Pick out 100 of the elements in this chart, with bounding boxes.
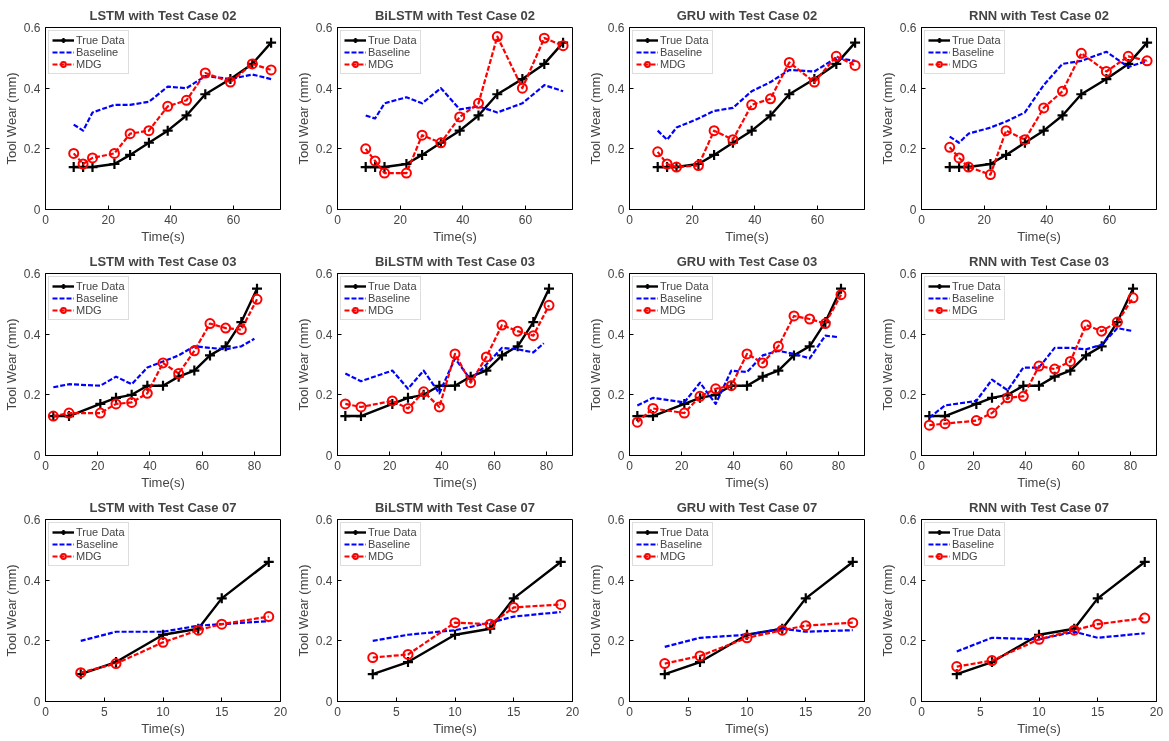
legend-label: True Data: [660, 280, 709, 292]
y-tick-label: 0.2: [315, 142, 333, 157]
legend-label: True Data: [368, 526, 417, 538]
x-tick-label: 60: [487, 458, 502, 473]
x-axis-title: Time(s): [725, 228, 769, 244]
y-tick-label: 0.4: [607, 573, 625, 588]
legend-label: True Data: [952, 34, 1001, 46]
x-axis-title: Time(s): [725, 720, 769, 736]
y-tick-label: 0.4: [315, 81, 333, 96]
legend-label: MDG: [368, 550, 394, 562]
y-tick-label: 0: [33, 203, 41, 217]
y-axis-title: Tool Wear (mm): [3, 318, 19, 411]
x-axis-title: Time(s): [1017, 228, 1061, 244]
y-axis-title: Tool Wear (mm): [295, 564, 311, 657]
x-tick-label: 20: [977, 212, 992, 227]
x-tick-label: 40: [748, 212, 762, 227]
x-axis-title: Time(s): [433, 720, 477, 736]
legend-label: True Data: [76, 526, 125, 538]
y-tick-label: 0: [325, 695, 333, 709]
x-tick-label: 40: [1040, 212, 1054, 227]
y-tick-label: 0: [617, 449, 625, 463]
y-tick-label: 0.4: [899, 327, 917, 342]
x-axis-title: Time(s): [141, 720, 185, 736]
legend-label: True Data: [952, 526, 1001, 538]
legend-label: Baseline: [660, 292, 703, 304]
x-tick-label: 15: [799, 704, 813, 719]
y-tick-label: 0.2: [607, 634, 625, 649]
y-tick-label: 0.2: [607, 388, 625, 403]
x-tick-label: 80: [247, 458, 262, 473]
chart-title: LSTM with Test Case 03: [89, 253, 237, 269]
x-tick-label: 60: [1071, 458, 1086, 473]
y-tick-label: 0.4: [315, 573, 333, 588]
y-axis-title: Tool Wear (mm): [295, 318, 311, 411]
legend-label: MDG: [660, 58, 686, 70]
y-tick-label: 0.4: [607, 327, 625, 342]
legend-label: Baseline: [76, 46, 119, 58]
y-tick-label: 0.6: [23, 21, 41, 35]
chart-title: GRU with Test Case 02: [676, 7, 818, 23]
legend-label: Baseline: [952, 292, 995, 304]
legend-label: Baseline: [76, 292, 119, 304]
legend-label: MDG: [952, 304, 978, 316]
x-tick-label: 20: [857, 704, 872, 719]
x-tick-label: 10: [448, 704, 462, 719]
y-tick-label: 0.4: [23, 81, 41, 96]
legend-label: True Data: [76, 280, 125, 292]
x-tick-label: 5: [976, 704, 984, 719]
y-tick-label: 0.6: [315, 21, 333, 35]
legend-label: MDG: [76, 58, 102, 70]
y-tick-label: 0.6: [899, 513, 917, 527]
y-tick-label: 0: [909, 203, 917, 217]
legend-label: Baseline: [952, 538, 995, 550]
legend-label: Baseline: [660, 46, 703, 58]
y-axis-title: Tool Wear (mm): [3, 72, 19, 165]
y-axis-title: Tool Wear (mm): [879, 72, 895, 165]
y-axis-title: Tool Wear (mm): [587, 564, 603, 657]
y-tick-label: 0.6: [315, 513, 333, 527]
y-tick-label: 0.4: [607, 81, 625, 96]
y-tick-label: 0.2: [607, 142, 625, 157]
y-tick-label: 0: [617, 203, 625, 217]
y-tick-label: 0.6: [315, 267, 333, 281]
y-tick-label: 0: [33, 449, 41, 463]
x-tick-label: 20: [685, 212, 700, 227]
x-tick-label: 60: [226, 212, 241, 227]
x-axis-title: Time(s): [141, 228, 185, 244]
y-tick-label: 0.2: [899, 142, 917, 157]
y-tick-label: 0.2: [899, 388, 917, 403]
y-tick-label: 0.6: [607, 513, 625, 527]
y-tick-label: 0: [909, 449, 917, 463]
x-axis-title: Time(s): [1017, 474, 1061, 490]
legend-label: Baseline: [368, 46, 411, 58]
x-tick-label: 40: [456, 212, 470, 227]
legend-label: MDG: [660, 304, 686, 316]
legend-label: MDG: [76, 304, 102, 316]
legend-label: MDG: [76, 550, 102, 562]
chart-title: BiLSTM with Test Case 03: [374, 253, 536, 269]
legend-label: MDG: [952, 58, 978, 70]
legend-label: True Data: [76, 34, 125, 46]
y-tick-label: 0.2: [899, 634, 917, 649]
y-axis-title: Tool Wear (mm): [587, 318, 603, 411]
chart-title: GRU with Test Case 03: [676, 253, 818, 269]
x-tick-label: 20: [967, 458, 981, 473]
chart-title: RNN with Test Case 07: [969, 499, 1109, 515]
legend-label: True Data: [660, 34, 709, 46]
y-tick-label: 0: [325, 203, 333, 217]
x-tick-label: 20: [393, 212, 408, 227]
x-tick-label: 60: [1102, 212, 1117, 227]
y-tick-label: 0.6: [899, 21, 917, 35]
y-axis-title: Tool Wear (mm): [879, 318, 895, 411]
y-tick-label: 0.2: [23, 142, 41, 157]
x-tick-label: 40: [727, 458, 741, 473]
x-tick-label: 10: [156, 704, 170, 719]
y-axis-title: Tool Wear (mm): [295, 72, 311, 165]
y-axis-title: Tool Wear (mm): [3, 564, 19, 657]
x-tick-label: 60: [779, 458, 794, 473]
x-tick-label: 20: [675, 458, 689, 473]
x-tick-label: 5: [100, 704, 108, 719]
x-tick-label: 40: [1019, 458, 1033, 473]
legend-label: True Data: [368, 34, 417, 46]
x-axis-title: Time(s): [433, 474, 477, 490]
legend-label: True Data: [660, 526, 709, 538]
